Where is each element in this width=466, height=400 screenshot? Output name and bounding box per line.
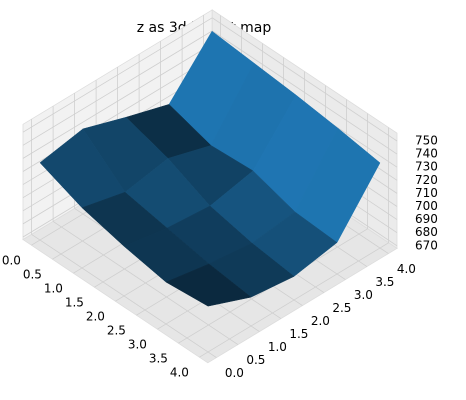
x-tick-label: 2.5	[107, 324, 126, 338]
z-tick-label: 740	[415, 147, 438, 161]
surface-face	[165, 263, 252, 307]
x-tick-label: 1.5	[65, 296, 84, 310]
grid-line	[211, 30, 398, 155]
y-tick-label: 0.5	[246, 353, 265, 367]
grid-line	[211, 17, 398, 142]
grid-line	[22, 17, 213, 133]
x-tick-label: 3.5	[149, 352, 168, 366]
z-tick-label: 720	[415, 173, 438, 187]
x-tick-label: 0.0	[2, 254, 21, 268]
y-tick-label: 4.0	[397, 262, 416, 276]
y-tick-label: 2.0	[311, 314, 330, 328]
y-tick-label: 1.0	[268, 340, 287, 354]
y-tick-label: 2.5	[332, 301, 351, 315]
z-tick-label: 670	[415, 238, 438, 252]
grid-line	[22, 43, 213, 159]
z-tick-label: 710	[415, 186, 438, 200]
y-tick-label: 3.0	[354, 288, 373, 302]
y-tick-label: 1.5	[289, 327, 308, 341]
x-tick-label: 2.0	[86, 310, 105, 324]
y-tick-label: 3.5	[375, 275, 394, 289]
x-tick-label: 4.0	[170, 366, 189, 380]
x-tick-label: 1.0	[44, 282, 63, 296]
x-tick-label: 0.5	[23, 268, 42, 282]
z-tick-label: 730	[415, 160, 438, 174]
z-tick-label: 690	[415, 212, 438, 226]
grid-line	[52, 221, 239, 345]
grid-line	[22, 30, 213, 146]
z-tick-label: 750	[415, 133, 438, 147]
y-tick-label: 0.0	[225, 366, 244, 380]
grid-line	[31, 234, 217, 358]
x-tick-label: 3.0	[128, 338, 147, 352]
z-tick-label: 680	[415, 225, 438, 239]
z-tick-label: 700	[415, 199, 438, 213]
